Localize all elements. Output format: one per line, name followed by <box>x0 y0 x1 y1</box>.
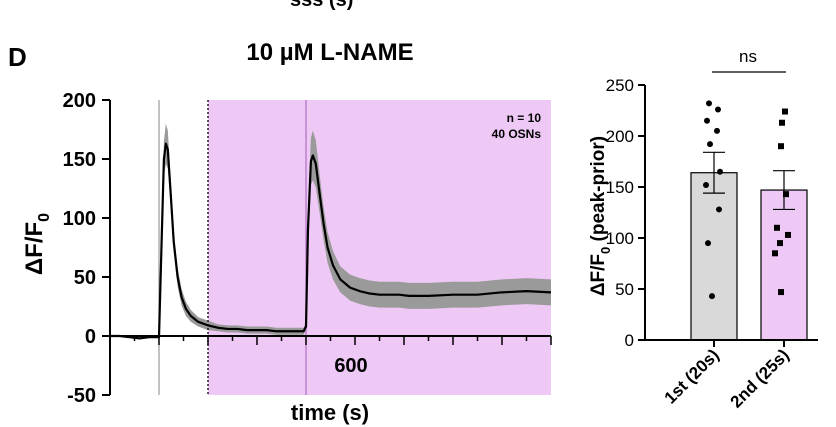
trace-y-tick-label: 0 <box>85 326 96 348</box>
data-point <box>779 119 785 126</box>
bar-y-tick-label: 150 <box>606 178 634 197</box>
trace-y-tick-label: 150 <box>63 149 96 171</box>
trace-y-tick-label: 100 <box>63 208 96 230</box>
data-point <box>705 240 711 247</box>
bar-category-label: 1st (20s) <box>661 345 723 407</box>
significance-label: ns <box>739 47 757 66</box>
data-point <box>772 250 778 257</box>
bar-y-tick-label: 200 <box>606 127 634 146</box>
data-point <box>714 127 720 134</box>
trace-x-axis-label: time (s) <box>291 400 369 425</box>
data-point <box>717 168 723 175</box>
bar-1 <box>690 172 738 341</box>
data-point <box>709 293 715 300</box>
trace-annotation-osn: 40 OSNs <box>492 127 542 141</box>
trace-chart-title: 10 µM L-NAME <box>246 39 413 66</box>
data-point <box>774 224 780 231</box>
bar-chart: ns 0 50 100 150 200 250 1st (20s) 2nd (25s) ΔF… <box>588 47 818 412</box>
bar-2 <box>760 189 808 341</box>
treatment-shaded-region <box>208 100 551 395</box>
data-point <box>777 240 783 247</box>
data-point <box>778 143 784 150</box>
trace-chart: 10 µM L-NAME -50 0 50 100 150 200 n = 10 40 O… <box>21 39 552 425</box>
data-point <box>783 191 789 198</box>
trace-x-tick-label: 600 <box>334 355 367 377</box>
data-point <box>778 289 784 296</box>
data-point <box>716 206 722 213</box>
data-point <box>703 181 709 188</box>
data-point <box>785 231 791 238</box>
bar-y-tick-label: 250 <box>606 76 634 95</box>
bar-y-tick-label: 100 <box>606 229 634 248</box>
trace-mean-line <box>110 142 552 340</box>
data-point <box>782 108 788 115</box>
bar-category-label: 2nd (25s) <box>727 345 793 411</box>
trace-annotation-n: n = 10 <box>507 111 542 125</box>
bar-y-axis-label: ΔF/F0 (peak-prior) <box>588 136 613 296</box>
data-point <box>704 117 710 124</box>
data-point <box>715 106 721 113</box>
data-point <box>706 100 712 107</box>
trace-y-tick-label: -50 <box>67 385 96 407</box>
data-point <box>707 141 713 148</box>
trace-y-tick-label: 200 <box>63 90 96 112</box>
trace-sem-band <box>110 123 551 339</box>
bar-y-tick-label: 50 <box>615 280 634 299</box>
bar-y-tick-label: 0 <box>625 331 634 350</box>
panel-letter: D <box>8 42 27 72</box>
cropped-top-text: sss (s) <box>290 0 353 11</box>
trace-y-tick-label: 50 <box>74 267 96 289</box>
trace-y-axis-label: ΔF/F0 <box>21 213 53 275</box>
